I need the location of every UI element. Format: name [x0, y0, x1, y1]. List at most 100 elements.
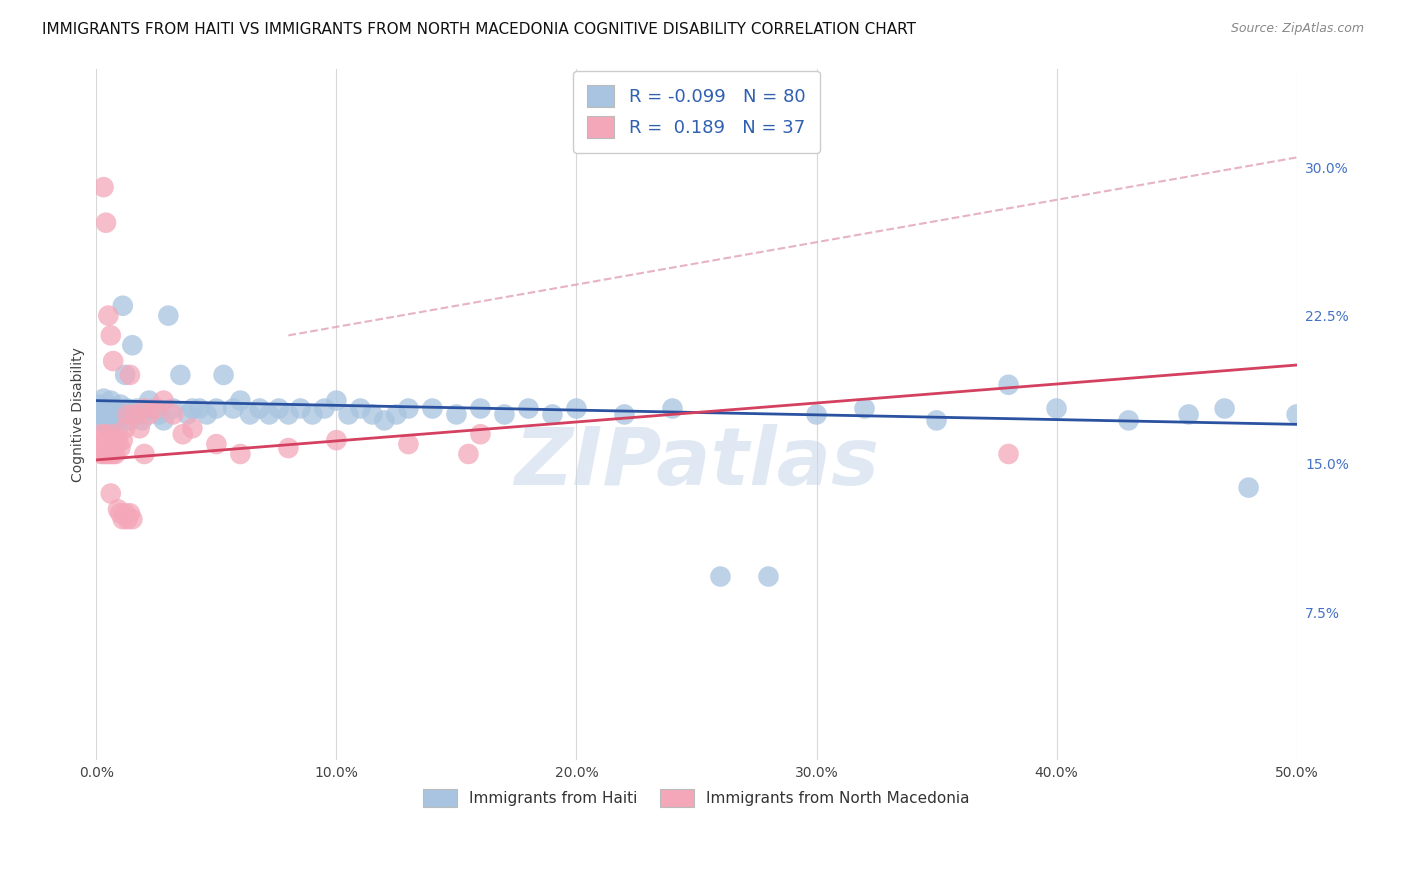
Point — [107, 408, 129, 422]
Point — [124, 408, 146, 422]
Point — [117, 512, 139, 526]
Point — [94, 417, 117, 432]
Point — [121, 338, 143, 352]
Point — [107, 421, 129, 435]
Point — [100, 437, 122, 451]
Point — [157, 309, 180, 323]
Point — [172, 427, 194, 442]
Point — [162, 408, 184, 422]
Point — [87, 398, 110, 412]
Point — [1118, 413, 1140, 427]
Point — [128, 421, 150, 435]
Point — [134, 401, 156, 416]
Y-axis label: Cognitive Disability: Cognitive Disability — [72, 347, 86, 482]
Point — [325, 393, 347, 408]
Point — [385, 408, 408, 422]
Point — [100, 447, 122, 461]
Point — [97, 433, 120, 447]
Point — [104, 437, 127, 451]
Point — [613, 408, 636, 422]
Point — [117, 401, 139, 416]
Point — [494, 408, 516, 422]
Point — [290, 401, 312, 416]
Point — [1237, 481, 1260, 495]
Point — [853, 401, 876, 416]
Point — [349, 401, 371, 416]
Legend: Immigrants from Haiti, Immigrants from North Macedonia: Immigrants from Haiti, Immigrants from N… — [416, 781, 977, 815]
Point — [93, 408, 115, 422]
Point — [229, 447, 252, 461]
Point — [104, 401, 127, 416]
Point — [239, 408, 262, 422]
Point — [94, 427, 117, 442]
Point — [90, 403, 112, 417]
Point — [152, 393, 174, 408]
Point — [97, 421, 120, 435]
Point — [107, 433, 129, 447]
Point — [277, 441, 299, 455]
Text: IMMIGRANTS FROM HAITI VS IMMIGRANTS FROM NORTH MACEDONIA COGNITIVE DISABILITY CO: IMMIGRANTS FROM HAITI VS IMMIGRANTS FROM… — [42, 22, 917, 37]
Point — [131, 413, 153, 427]
Point — [758, 569, 780, 583]
Point — [118, 506, 141, 520]
Point — [925, 413, 948, 427]
Point — [114, 421, 136, 435]
Point — [1213, 401, 1236, 416]
Point — [94, 447, 117, 461]
Point — [181, 401, 204, 416]
Point — [422, 401, 444, 416]
Point — [93, 180, 115, 194]
Point — [93, 392, 115, 406]
Point — [101, 427, 124, 442]
Point — [114, 506, 136, 520]
Point — [100, 328, 122, 343]
Point — [118, 413, 141, 427]
Point — [267, 401, 290, 416]
Point — [162, 401, 184, 416]
Point — [229, 393, 252, 408]
Point — [87, 437, 110, 451]
Point — [101, 405, 124, 419]
Point — [134, 447, 156, 461]
Point — [94, 216, 117, 230]
Point — [152, 413, 174, 427]
Point — [997, 377, 1019, 392]
Point — [93, 447, 115, 461]
Point — [111, 512, 134, 526]
Point — [314, 401, 336, 416]
Point — [110, 398, 132, 412]
Point — [195, 408, 218, 422]
Point — [97, 447, 120, 461]
Text: ZIPatlas: ZIPatlas — [515, 424, 879, 502]
Point — [396, 401, 419, 416]
Point — [249, 401, 271, 416]
Point — [101, 354, 124, 368]
Point — [101, 417, 124, 432]
Point — [104, 447, 127, 461]
Point — [373, 413, 395, 427]
Point — [176, 408, 198, 422]
Text: Source: ZipAtlas.com: Source: ZipAtlas.com — [1230, 22, 1364, 36]
Point — [128, 408, 150, 422]
Point — [138, 393, 160, 408]
Point — [205, 437, 228, 451]
Point — [114, 368, 136, 382]
Point — [709, 569, 731, 583]
Point — [325, 433, 347, 447]
Point — [1285, 408, 1308, 422]
Point — [257, 408, 280, 422]
Point — [127, 401, 149, 416]
Point — [396, 437, 419, 451]
Point — [1177, 408, 1199, 422]
Point — [118, 368, 141, 382]
Point — [110, 409, 132, 424]
Point — [134, 401, 156, 416]
Point — [97, 401, 120, 416]
Point — [470, 427, 492, 442]
Point — [145, 401, 167, 416]
Point — [100, 409, 122, 424]
Point — [565, 401, 588, 416]
Point — [148, 408, 170, 422]
Point — [104, 413, 127, 427]
Point — [100, 393, 122, 408]
